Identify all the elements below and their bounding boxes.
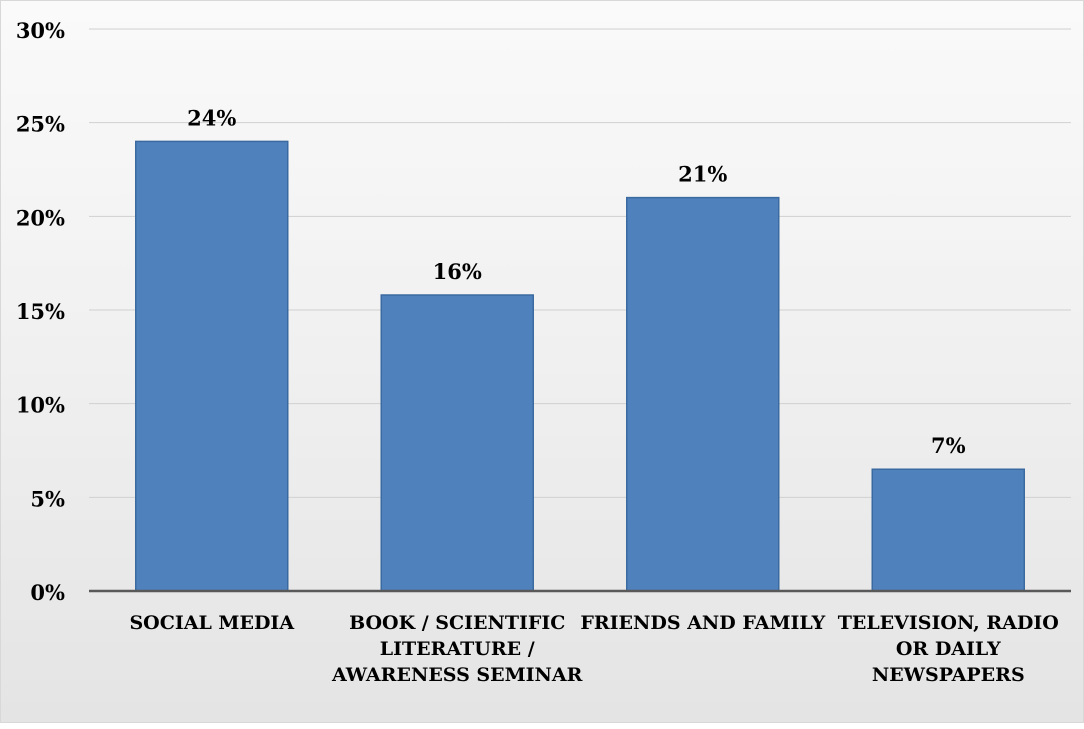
category-labels: SOCIAL MEDIA BOOK / SCIENTIFIC LITERATURE … — [129, 612, 1058, 686]
y-tick-label: 20% — [16, 205, 65, 230]
y-tick-label: 10% — [16, 393, 65, 418]
category-label: OR DAILY — [896, 638, 1001, 660]
data-label: 24% — [187, 105, 236, 130]
bar — [135, 140, 289, 592]
y-tick-label: 30% — [16, 18, 65, 43]
y-axis-tick-labels: 0% 5% 10% 15% 20% 25% 30% — [16, 18, 65, 605]
bar — [626, 196, 780, 592]
category-label: TELEVISION, RADIO — [838, 612, 1059, 634]
bar — [871, 468, 1025, 592]
category-label: AWARENESS SEMINAR — [331, 664, 583, 686]
data-labels: 24% 16% 21% 7% — [187, 105, 965, 458]
data-label: 21% — [678, 162, 727, 187]
data-label: 16% — [433, 259, 482, 284]
y-tick-label: 15% — [16, 299, 65, 324]
category-label: BOOK / SCIENTIFIC — [349, 612, 565, 634]
category-label: LITERATURE / — [380, 638, 535, 660]
y-tick-label: 25% — [16, 112, 65, 137]
data-label: 7% — [931, 433, 966, 458]
category-label: NEWSPAPERS — [872, 664, 1025, 686]
category-label: SOCIAL MEDIA — [129, 612, 294, 634]
bars — [135, 140, 1025, 592]
y-tick-label: 0% — [30, 580, 65, 605]
category-label: FRIENDS AND FAMILY — [580, 612, 825, 634]
y-tick-label: 5% — [30, 486, 65, 511]
bar — [380, 294, 534, 592]
